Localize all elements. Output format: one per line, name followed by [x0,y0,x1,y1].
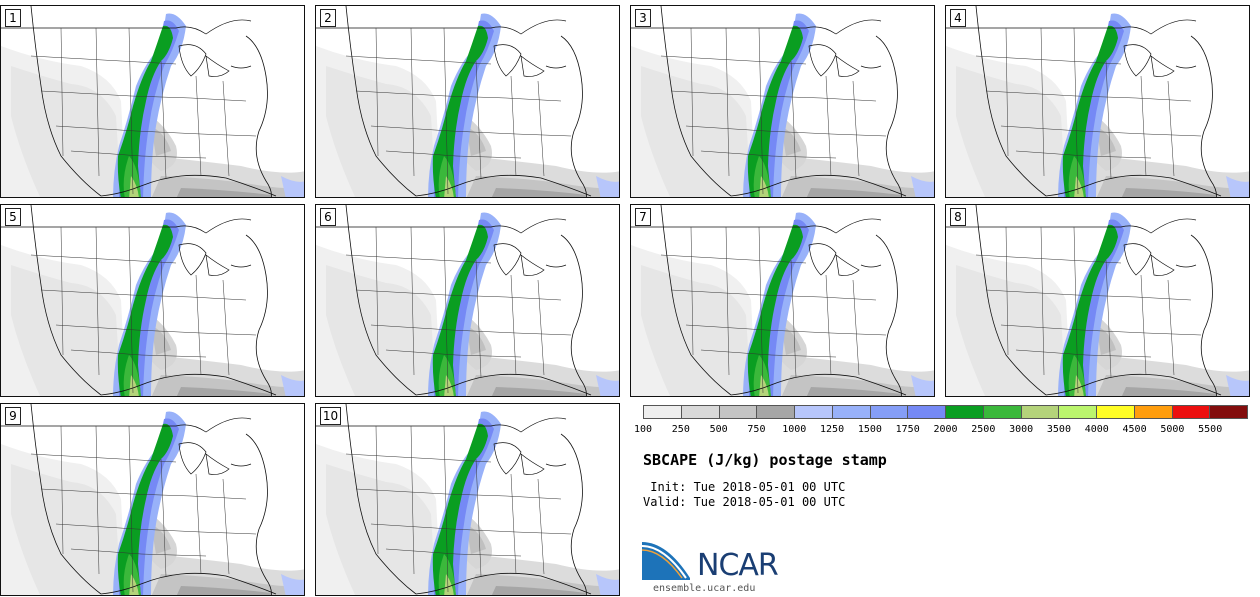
colorbar-swatch [908,405,946,419]
colorbar-swatch [1097,405,1135,419]
sbcape-map [1,205,304,396]
panel-number: 3 [635,9,651,27]
colorbar-tick-label: 3000 [1009,424,1034,435]
panel-number: 6 [320,208,336,226]
panel-number: 8 [950,208,966,226]
sbcape-map [1,6,304,197]
sbcape-map [316,404,619,595]
colorbar-swatch [643,405,682,419]
colorbar-swatch [870,405,909,419]
colorbar-swatch [795,405,833,419]
colorbar-swatch [946,405,984,419]
sbcape-map [631,6,934,197]
sbcape-colorbar [643,405,1248,419]
colorbar-tick-label: 1750 [895,424,920,435]
sbcape-map [316,6,619,197]
colorbar-tick-label: 1000 [782,424,807,435]
colorbar-tick-label: 4500 [1122,424,1147,435]
ncar-logo-icon [642,542,690,580]
colorbar-swatch [1172,405,1211,419]
map-panel-9: 9 [0,403,305,596]
panel-number: 1 [5,9,21,27]
colorbar-swatch [983,405,1022,419]
valid-time: Valid: Tue 2018-05-01 00 UTC [643,495,846,509]
init-time: Init: Tue 2018-05-01 00 UTC [643,480,846,494]
colorbar-tick-label: 1250 [820,424,845,435]
colorbar-tick-label: 2500 [971,424,996,435]
colorbar-swatch [1134,405,1173,419]
colorbar-tick-label: 250 [671,424,690,435]
panel-number: 7 [635,208,651,226]
map-panel-8: 8 [945,204,1250,397]
colorbar-tick-label: 5500 [1198,424,1223,435]
panel-number: 9 [5,407,21,425]
panel-number: 10 [320,407,341,425]
map-panel-3: 3 [630,5,935,198]
map-panel-2: 2 [315,5,620,198]
colorbar-swatch [1210,405,1248,419]
colorbar-labels: 100 250 500 750 1000 1250 1500 1750 2000 2500 3000… [633,424,1253,438]
colorbar-swatch [1021,405,1060,419]
sbcape-map [631,205,934,396]
map-panel-5: 5 [0,204,305,397]
colorbar-swatch [681,405,720,419]
sbcape-map [946,205,1249,396]
colorbar-swatch [719,405,758,419]
map-panel-7: 7 [630,204,935,397]
sbcape-map [946,6,1249,197]
colorbar-tick-label: 750 [747,424,766,435]
colorbar-tick-label: 5000 [1160,424,1185,435]
colorbar-tick-label: 1500 [857,424,882,435]
map-panel-10: 10 [315,403,620,596]
panel-number: 2 [320,9,336,27]
colorbar-swatch [1059,405,1097,419]
chart-title: SBCAPE (J/kg) postage stamp [643,451,887,469]
colorbar-swatch [832,405,871,419]
map-panel-4: 4 [945,5,1250,198]
colorbar-swatch [757,405,795,419]
colorbar-tick-label: 4000 [1084,424,1109,435]
sbcape-map [1,404,304,595]
map-panel-6: 6 [315,204,620,397]
ncar-wordmark: NCAR [697,548,779,583]
panel-number: 5 [5,208,21,226]
colorbar-tick-label: 100 [633,424,653,435]
panel-number: 4 [950,9,966,27]
site-url: ensemble.ucar.edu [653,583,756,594]
colorbar-tick-label: 500 [709,424,728,435]
colorbar-tick-label: 3500 [1046,424,1071,435]
sbcape-map [316,205,619,396]
map-panel-1: 1 [0,5,305,198]
colorbar-tick-label: 2000 [933,424,958,435]
